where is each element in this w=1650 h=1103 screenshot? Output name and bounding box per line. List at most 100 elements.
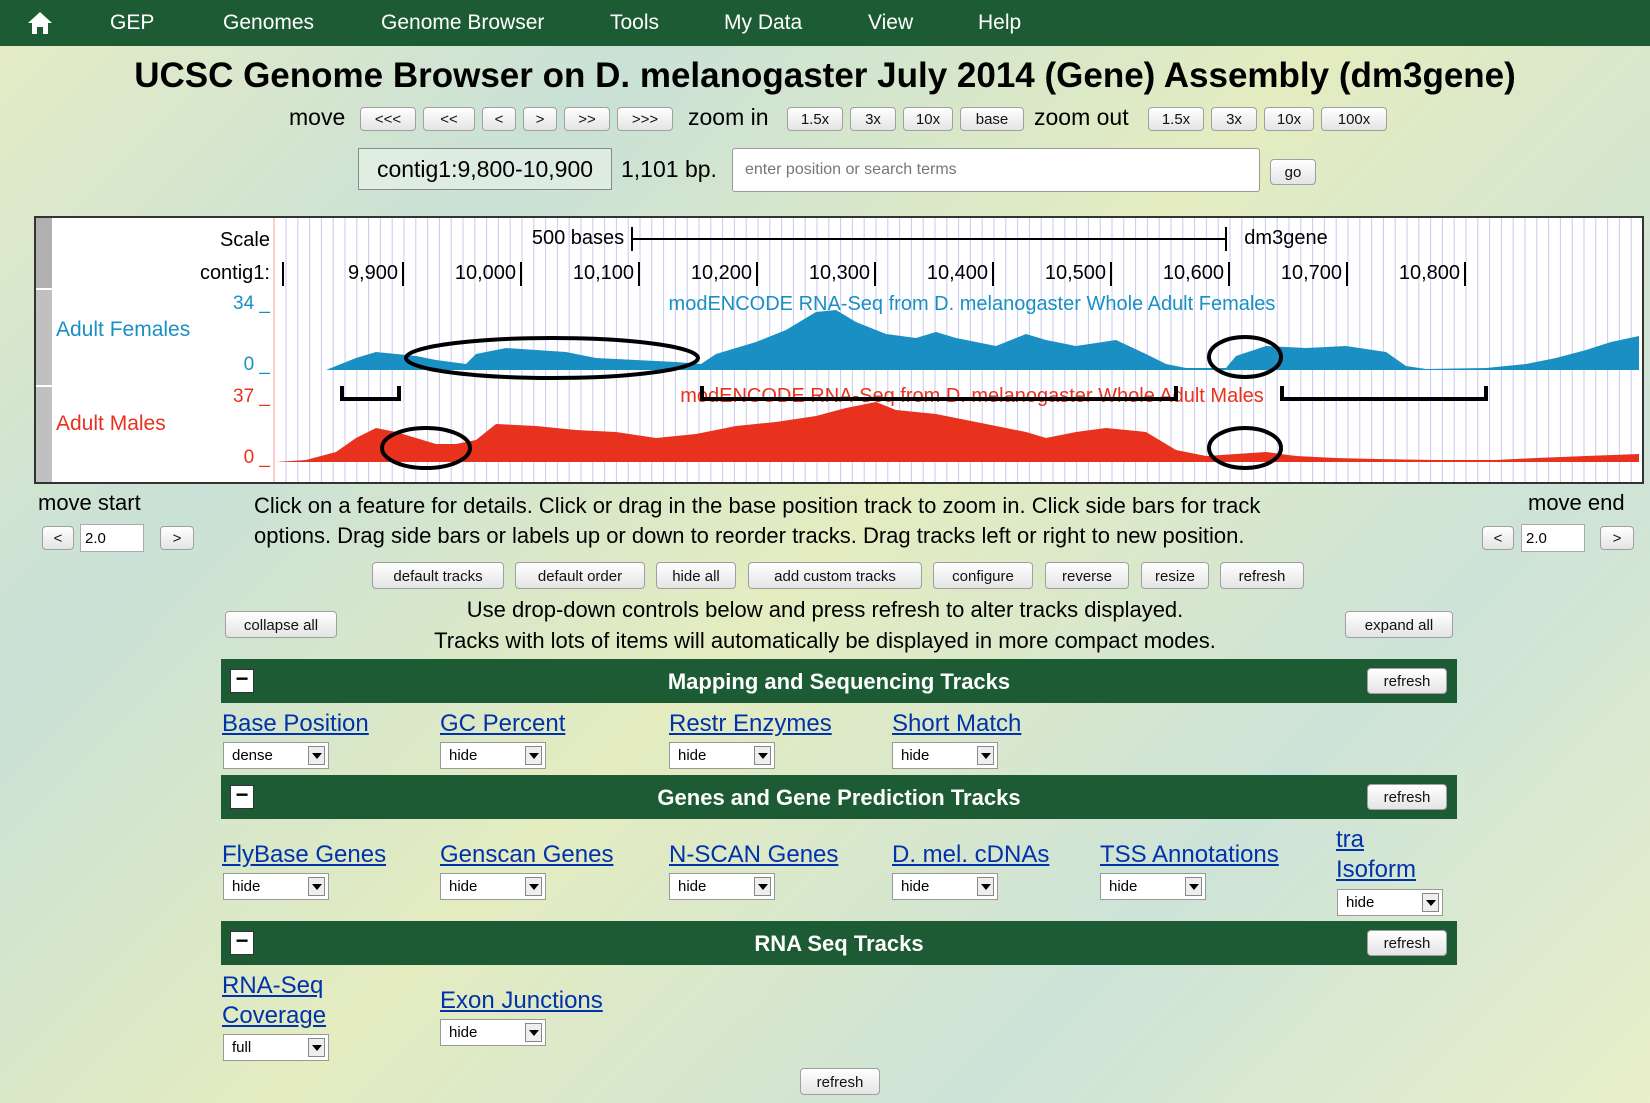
track-link-short-match[interactable]: Short Match bbox=[892, 710, 1022, 737]
nav-help[interactable]: Help bbox=[978, 11, 1022, 34]
bottom-refresh-button[interactable]: refresh bbox=[800, 1068, 880, 1095]
track-link-tra-isoform[interactable]: Isoform bbox=[1336, 856, 1417, 883]
move-start-left-button[interactable]: < bbox=[42, 526, 74, 550]
configure-button[interactable]: configure bbox=[933, 562, 1033, 589]
default-order-button[interactable]: default order bbox=[515, 562, 645, 589]
track-link-rnaseq-coverage[interactable]: Coverage bbox=[222, 1002, 327, 1029]
males-min-label: 0 _ bbox=[244, 447, 271, 468]
refresh-button[interactable]: refresh bbox=[1220, 562, 1304, 589]
group-refresh-button[interactable]: refresh bbox=[1367, 930, 1447, 956]
annotation-ellipse bbox=[1207, 335, 1283, 379]
reverse-button[interactable]: reverse bbox=[1045, 562, 1129, 589]
hide-all-button[interactable]: hide all bbox=[656, 562, 736, 589]
males-track-label[interactable]: Adult Males bbox=[56, 412, 166, 435]
move-end-right-button[interactable]: > bbox=[1600, 526, 1634, 550]
dropdown-arrow-icon bbox=[308, 877, 325, 896]
nav-my-data[interactable]: My Data bbox=[724, 11, 803, 34]
move-start-input[interactable] bbox=[80, 524, 144, 552]
track-mode-select[interactable]: hide bbox=[223, 873, 329, 900]
ruler-tick-label: 10,800 bbox=[1399, 262, 1460, 284]
group-header-mapping: − Mapping and Sequencing Tracks refresh bbox=[221, 659, 1457, 703]
group-refresh-button[interactable]: refresh bbox=[1367, 668, 1447, 694]
females-min-label: 0 _ bbox=[244, 354, 271, 375]
annotation-bracket bbox=[700, 386, 1178, 401]
zoom-in-1-5x-button[interactable]: 1.5x bbox=[787, 107, 843, 131]
home-icon[interactable] bbox=[26, 9, 54, 37]
move-end-input[interactable] bbox=[1521, 524, 1585, 552]
track-mode-select[interactable]: hide bbox=[440, 1019, 546, 1046]
track-link-base-position[interactable]: Base Position bbox=[222, 710, 369, 737]
tracks-svg: Scale 500 bases dm3gene contig1: 9,900 10… bbox=[56, 218, 1639, 482]
track-link-tra-isoform[interactable]: tra bbox=[1336, 826, 1365, 853]
move-left-far-button[interactable]: <<< bbox=[360, 107, 416, 131]
nav-tools[interactable]: Tools bbox=[610, 11, 660, 34]
ruler-side-bar[interactable] bbox=[36, 218, 52, 288]
females-side-bar[interactable] bbox=[36, 290, 52, 385]
dropdown-arrow-icon bbox=[308, 746, 325, 765]
track-link-nscan-genes[interactable]: N-SCAN Genes bbox=[669, 841, 839, 868]
collapse-all-button[interactable]: collapse all bbox=[225, 611, 337, 638]
zoom-in-3x-button[interactable]: 3x bbox=[850, 107, 896, 131]
track-mode-select[interactable]: hide bbox=[669, 742, 775, 769]
nav-view[interactable]: View bbox=[868, 11, 914, 34]
dropdown-arrow-icon bbox=[525, 877, 542, 896]
select-value: hide bbox=[449, 747, 478, 764]
search-input[interactable] bbox=[732, 148, 1260, 192]
track-mode-select[interactable]: hide bbox=[440, 873, 546, 900]
select-value: hide bbox=[901, 878, 930, 895]
move-left-button[interactable]: << bbox=[423, 107, 475, 131]
track-link-exon-junctions[interactable]: Exon Junctions bbox=[440, 987, 603, 1014]
dropdown-arrow-icon bbox=[977, 746, 994, 765]
move-left-small-button[interactable]: < bbox=[482, 107, 516, 131]
males-side-bar[interactable] bbox=[36, 387, 52, 482]
go-button[interactable]: go bbox=[1270, 159, 1316, 185]
ruler-tick-label: 10,300 bbox=[809, 262, 870, 284]
collapse-group-button[interactable]: − bbox=[230, 930, 254, 955]
add-custom-tracks-button[interactable]: add custom tracks bbox=[748, 562, 922, 589]
zoom-out-100x-button[interactable]: 100x bbox=[1321, 107, 1387, 131]
track-link-tss-annotations[interactable]: TSS Annotations bbox=[1100, 841, 1279, 868]
move-right-far-button[interactable]: >>> bbox=[617, 107, 673, 131]
females-track-label[interactable]: Adult Females bbox=[56, 318, 190, 341]
assembly-label: dm3gene bbox=[1244, 227, 1327, 249]
track-mode-select[interactable]: hide bbox=[892, 742, 998, 769]
collapse-group-button[interactable]: − bbox=[230, 784, 254, 809]
zoom-in-10x-button[interactable]: 10x bbox=[903, 107, 953, 131]
males-max-label: 37 _ bbox=[233, 386, 270, 407]
group-refresh-button[interactable]: refresh bbox=[1367, 784, 1447, 810]
genome-tracks-image[interactable]: Scale 500 bases dm3gene contig1: 9,900 10… bbox=[34, 216, 1644, 484]
zoom-out-3x-button[interactable]: 3x bbox=[1211, 107, 1257, 131]
ruler-tick-label: 9,900 bbox=[348, 262, 398, 284]
select-value: hide bbox=[1109, 878, 1138, 895]
track-mode-select[interactable]: hide bbox=[892, 873, 998, 900]
track-mode-select[interactable]: hide bbox=[669, 873, 775, 900]
zoom-out-1-5x-button[interactable]: 1.5x bbox=[1148, 107, 1204, 131]
track-link-flybase-genes[interactable]: FlyBase Genes bbox=[222, 841, 387, 868]
nav-genomes[interactable]: Genomes bbox=[223, 11, 315, 34]
track-link-gc-percent[interactable]: GC Percent bbox=[440, 710, 566, 737]
move-end-left-button[interactable]: < bbox=[1482, 526, 1514, 550]
collapse-group-button[interactable]: − bbox=[230, 668, 254, 693]
zoom-base-button[interactable]: base bbox=[960, 107, 1024, 131]
track-mode-select[interactable]: hide bbox=[1100, 873, 1206, 900]
nav-gep[interactable]: GEP bbox=[110, 11, 155, 34]
move-start-right-button[interactable]: > bbox=[160, 526, 194, 550]
track-mode-select[interactable]: hide bbox=[1337, 889, 1443, 916]
track-link-genscan-genes[interactable]: Genscan Genes bbox=[440, 841, 614, 868]
track-mode-select[interactable]: dense bbox=[223, 742, 329, 769]
move-right-small-button[interactable]: > bbox=[523, 107, 557, 131]
males-coverage-signal[interactable] bbox=[276, 402, 1639, 462]
track-mode-select[interactable]: hide bbox=[440, 742, 546, 769]
track-mode-select[interactable]: full bbox=[223, 1034, 329, 1061]
track-link-restr-enzymes[interactable]: Restr Enzymes bbox=[669, 710, 832, 737]
nav-genome-browser[interactable]: Genome Browser bbox=[381, 11, 545, 34]
track-link-rnaseq-coverage[interactable]: RNA-Seq bbox=[222, 972, 324, 999]
move-right-button[interactable]: >> bbox=[564, 107, 610, 131]
top-nav-bar: GEP Genomes Genome Browser Tools My Data… bbox=[0, 0, 1650, 46]
expand-all-button[interactable]: expand all bbox=[1345, 611, 1453, 638]
resize-button[interactable]: resize bbox=[1141, 562, 1209, 589]
track-link-dmel-cdnas[interactable]: D. mel. cDNAs bbox=[892, 841, 1050, 868]
zoom-out-10x-button[interactable]: 10x bbox=[1264, 107, 1314, 131]
default-tracks-button[interactable]: default tracks bbox=[372, 562, 504, 589]
females-coverage-signal[interactable] bbox=[276, 310, 1639, 370]
